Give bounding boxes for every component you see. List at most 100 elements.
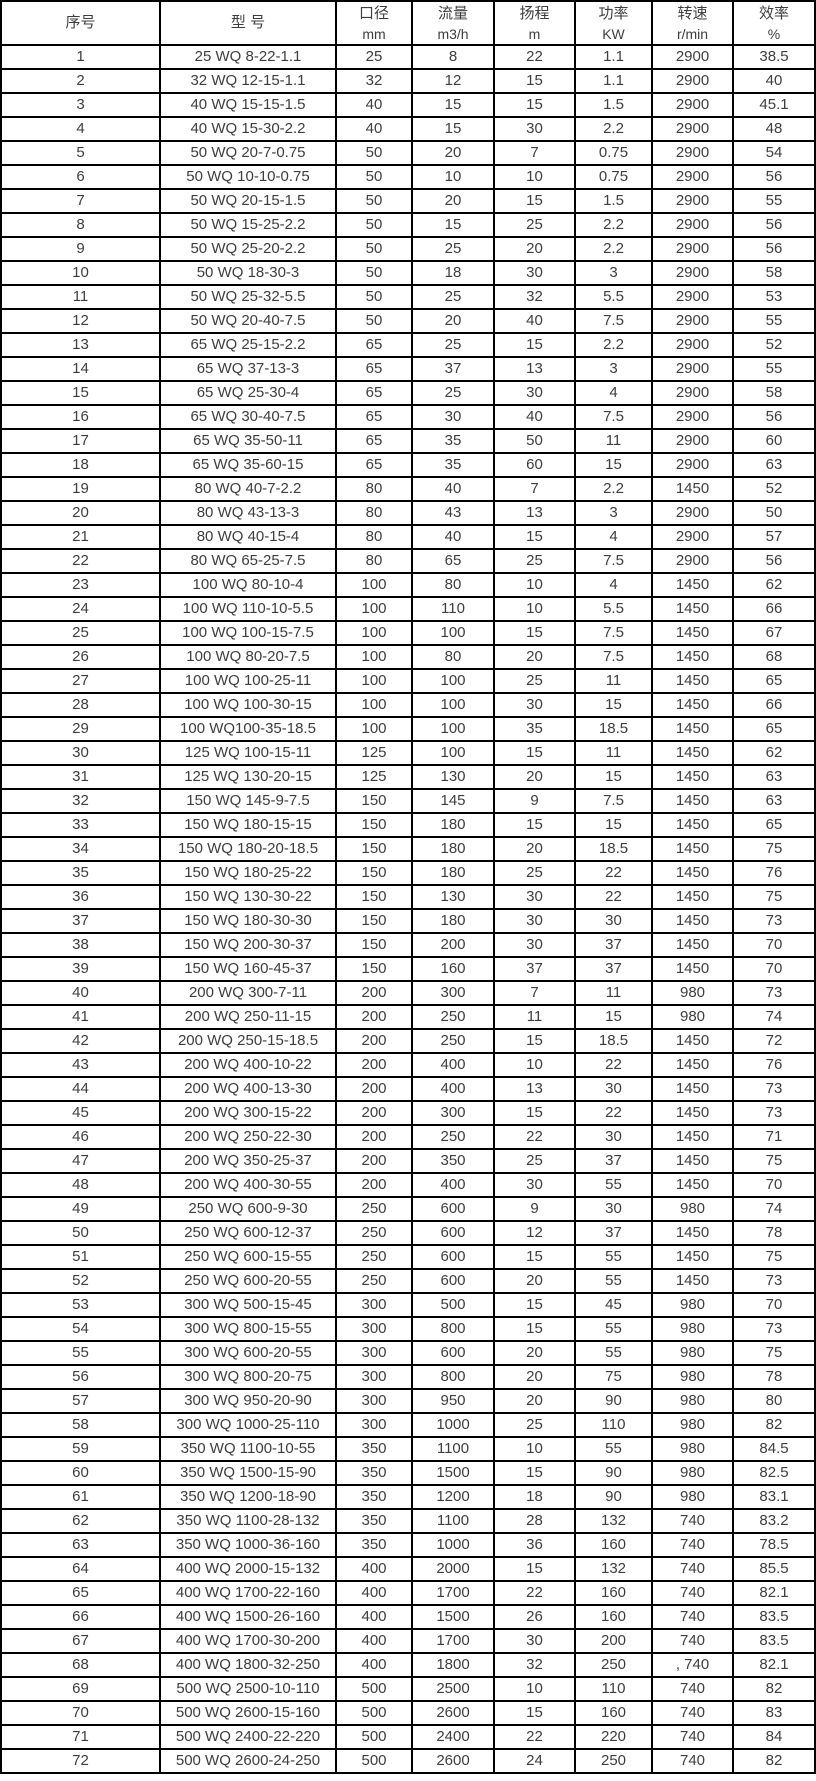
cell-flow: 600 <box>411 1244 495 1270</box>
cell-flow: 40 <box>411 476 495 502</box>
table-row: 62 350 WQ 1100-28-132 350 1100 28 132 740 83.2 <box>0 1508 816 1534</box>
cell-model: 350 WQ 1200-18-90 <box>159 1484 337 1510</box>
table-row: 45 200 WQ 300-15-22 200 300 15 22 1450 73 <box>0 1100 816 1126</box>
cell-efficiency: 75 <box>732 1244 816 1270</box>
table-row: 40 200 WQ 300-7-11 200 300 7 11 980 73 <box>0 980 816 1006</box>
cell-speed: 740 <box>651 1604 734 1630</box>
cell-power: 55 <box>574 1244 653 1270</box>
cell-power: 2.2 <box>574 116 653 142</box>
table-row: 37 150 WQ 180-30-30 150 180 30 30 1450 73 <box>0 908 816 934</box>
cell-head: 9 <box>493 788 576 814</box>
cell-flow: 180 <box>411 860 495 886</box>
cell-head: 22 <box>493 1580 576 1606</box>
cell-serial: 24 <box>0 596 161 622</box>
cell-diameter: 65 <box>335 332 413 358</box>
cell-head: 20 <box>493 1340 576 1366</box>
cell-speed: 740 <box>651 1724 734 1750</box>
table-row: 29 100 WQ100-35-18.5 100 100 35 18.5 1450 65 <box>0 716 816 742</box>
cell-serial: 65 <box>0 1580 161 1606</box>
cell-power: 22 <box>574 1100 653 1126</box>
cell-speed: 1450 <box>651 1268 734 1294</box>
cell-flow: 100 <box>411 740 495 766</box>
cell-flow: 200 <box>411 932 495 958</box>
cell-diameter: 200 <box>335 980 413 1006</box>
cell-head: 7 <box>493 140 576 166</box>
cell-serial: 17 <box>0 428 161 454</box>
cell-efficiency: 56 <box>732 404 816 430</box>
cell-flow: 2600 <box>411 1700 495 1726</box>
cell-head: 10 <box>493 164 576 190</box>
cell-serial: 72 <box>0 1748 161 1774</box>
table-row: 12 50 WQ 20-40-7.5 50 20 40 7.5 2900 55 <box>0 308 816 334</box>
table-row: 20 80 WQ 43-13-3 80 43 13 3 2900 50 <box>0 500 816 526</box>
cell-serial: 70 <box>0 1700 161 1726</box>
cell-diameter: 100 <box>335 644 413 670</box>
cell-flow: 43 <box>411 500 495 526</box>
cell-speed: 1450 <box>651 908 734 934</box>
cell-power: 18.5 <box>574 836 653 862</box>
cell-model: 25 WQ 8-22-1.1 <box>159 44 337 70</box>
cell-model: 100 WQ 80-20-7.5 <box>159 644 337 670</box>
cell-head: 35 <box>493 716 576 742</box>
cell-speed: 980 <box>651 1388 734 1414</box>
cell-diameter: 200 <box>335 1124 413 1150</box>
cell-model: 80 WQ 43-13-3 <box>159 500 337 526</box>
table-row: 70 500 WQ 2600-15-160 500 2600 15 160 740 83 <box>0 1700 816 1726</box>
cell-head: 25 <box>493 668 576 694</box>
cell-power: 160 <box>574 1604 653 1630</box>
cell-diameter: 150 <box>335 908 413 934</box>
cell-efficiency: 66 <box>732 596 816 622</box>
cell-serial: 33 <box>0 812 161 838</box>
cell-model: 50 WQ 20-40-7.5 <box>159 308 337 334</box>
cell-flow: 12 <box>411 68 495 94</box>
table-row: 32 150 WQ 145-9-7.5 150 145 9 7.5 1450 63 <box>0 788 816 814</box>
cell-head: 25 <box>493 1148 576 1174</box>
cell-efficiency: 52 <box>732 332 816 358</box>
cell-head: 9 <box>493 1196 576 1222</box>
cell-power: 11 <box>574 428 653 454</box>
cell-model: 50 WQ 18-30-3 <box>159 260 337 286</box>
cell-diameter: 100 <box>335 596 413 622</box>
cell-serial: 50 <box>0 1220 161 1246</box>
cell-serial: 63 <box>0 1532 161 1558</box>
cell-head: 15 <box>493 1460 576 1486</box>
cell-model: 50 WQ 25-32-5.5 <box>159 284 337 310</box>
cell-diameter: 65 <box>335 452 413 478</box>
table-row: 57 300 WQ 950-20-90 300 950 20 90 980 80 <box>0 1388 816 1414</box>
cell-speed: 2900 <box>651 356 734 382</box>
cell-diameter: 125 <box>335 740 413 766</box>
cell-efficiency: 73 <box>732 1316 816 1342</box>
cell-efficiency: 65 <box>732 812 816 838</box>
cell-head: 30 <box>493 884 576 910</box>
cell-speed: 980 <box>651 1292 734 1318</box>
cell-diameter: 300 <box>335 1340 413 1366</box>
cell-speed: 2900 <box>651 524 734 550</box>
cell-power: 7.5 <box>574 308 653 334</box>
cell-efficiency: 70 <box>732 956 816 982</box>
cell-efficiency: 55 <box>732 188 816 214</box>
cell-head: 7 <box>493 980 576 1006</box>
cell-efficiency: 58 <box>732 380 816 406</box>
cell-serial: 58 <box>0 1412 161 1438</box>
cell-head: 12 <box>493 1220 576 1246</box>
cell-serial: 36 <box>0 884 161 910</box>
table-row: 52 250 WQ 600-20-55 250 600 20 55 1450 73 <box>0 1268 816 1294</box>
cell-speed: 980 <box>651 1484 734 1510</box>
cell-model: 150 WQ 145-9-7.5 <box>159 788 337 814</box>
cell-diameter: 80 <box>335 524 413 550</box>
cell-efficiency: 67 <box>732 620 816 646</box>
cell-power: 3 <box>574 260 653 286</box>
table-row: 44 200 WQ 400-13-30 200 400 13 30 1450 73 <box>0 1076 816 1102</box>
cell-flow: 10 <box>411 164 495 190</box>
table-row: 71 500 WQ 2400-22-220 500 2400 22 220 740 84 <box>0 1724 816 1750</box>
cell-flow: 1500 <box>411 1604 495 1630</box>
cell-model: 250 WQ 600-9-30 <box>159 1196 337 1222</box>
cell-power: 15 <box>574 692 653 718</box>
cell-diameter: 250 <box>335 1244 413 1270</box>
cell-efficiency: 82 <box>732 1412 816 1438</box>
table-row: 14 65 WQ 37-13-3 65 37 13 3 2900 55 <box>0 356 816 382</box>
cell-head: 30 <box>493 932 576 958</box>
cell-model: 100 WQ 80-10-4 <box>159 572 337 598</box>
table-row: 4 40 WQ 15-30-2.2 40 15 30 2.2 2900 48 <box>0 116 816 142</box>
